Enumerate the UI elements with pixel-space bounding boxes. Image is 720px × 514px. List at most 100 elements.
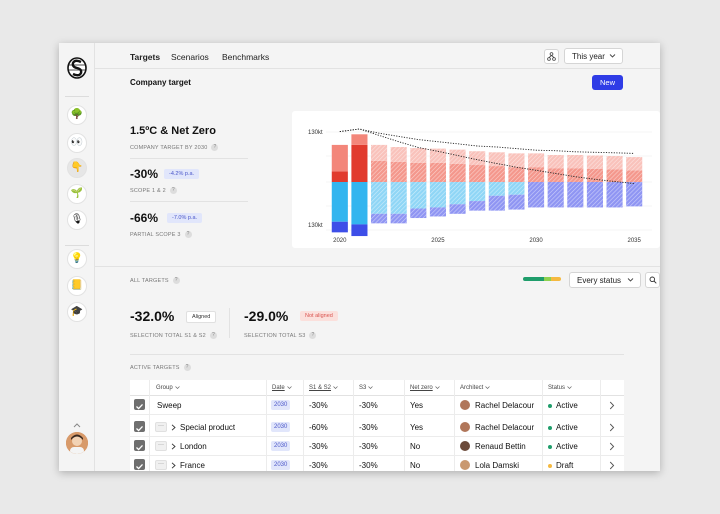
help-icon[interactable]: ? (169, 187, 177, 194)
main-content: Targets Scenarios Benchmarks This year C… (95, 43, 660, 471)
row-checkbox[interactable] (134, 440, 145, 451)
chevron-down-icon (174, 386, 180, 389)
sidebar-divider (65, 245, 89, 246)
microphone-icon[interactable]: 🎙 (67, 210, 87, 230)
table-row[interactable]: ··· London 2030 -30% -30% No Renaud Bettin Acti… (130, 437, 624, 456)
status-filter-select[interactable]: Every status (569, 272, 641, 288)
tab-benchmarks[interactable]: Benchmarks (222, 52, 270, 62)
notepad-icon[interactable]: 📒 (67, 276, 87, 296)
column-divider (149, 380, 150, 471)
chevron-right-icon[interactable] (609, 442, 615, 451)
row-menu-button[interactable]: ··· (155, 460, 167, 470)
tree-icon[interactable]: 🌳 (67, 105, 87, 125)
s12-cell: -30% (309, 401, 328, 410)
hand-icon[interactable]: 👇 (67, 158, 87, 178)
column-header-s12[interactable]: S1 & S2 (309, 385, 338, 391)
row-checkbox[interactable] (134, 399, 145, 410)
column-label: Architect (460, 385, 484, 391)
architect-avatar (460, 422, 470, 432)
column-divider (600, 380, 601, 471)
chart-bar-hatch (371, 213, 388, 224)
help-icon[interactable]: ? (184, 231, 192, 238)
s3-cell: -30% (359, 442, 378, 451)
check-icon (136, 463, 143, 470)
page-header: Company target New (95, 69, 660, 98)
status-cell: Draft (556, 461, 574, 470)
s12-cell: -30% (309, 461, 328, 470)
status-dot (548, 464, 552, 468)
column-divider (542, 380, 543, 471)
column-header-net-zero[interactable]: Net zero (410, 385, 440, 391)
s3-cell: -30% (359, 461, 378, 470)
search-button[interactable] (645, 272, 660, 288)
eyes-icon[interactable]: 👀 (67, 133, 87, 153)
label-text: ALL TARGETS (130, 277, 169, 284)
column-header-date[interactable]: Date (272, 385, 292, 391)
chevron-right-icon[interactable] (609, 461, 615, 470)
sidebar-divider (65, 96, 89, 97)
chart-bar-hatch (626, 182, 643, 207)
help-icon[interactable]: ? (309, 332, 317, 339)
top-navigation: Targets Scenarios Benchmarks This year (95, 43, 660, 69)
target-headline-caption: COMPANY TARGET BY 2030? (130, 144, 219, 151)
chevron-right-icon[interactable] (609, 423, 615, 432)
chart-bar-hatch (488, 195, 505, 211)
s3-cell: -30% (359, 423, 378, 432)
avatar[interactable] (66, 432, 88, 454)
selection-s12-value: -32.0% (130, 308, 175, 324)
table-row[interactable]: ··· Special product 2030 -60% -30% Yes Rachel … (130, 418, 624, 437)
group-name: France (180, 461, 205, 470)
chart-bar-hatch (586, 182, 603, 208)
chevron-right-icon[interactable] (609, 401, 615, 410)
group-name: Special product (180, 423, 236, 432)
status-dot (548, 445, 552, 449)
scope12-value: -30% (130, 167, 159, 181)
chart-bar-hatch (606, 182, 623, 208)
all-targets-label: ALL TARGETS? (130, 277, 180, 284)
chart-bar-hatch (567, 168, 584, 182)
tab-scenarios[interactable]: Scenarios (171, 52, 209, 62)
help-icon[interactable]: ? (172, 277, 180, 284)
chevron-right-icon[interactable] (171, 462, 176, 469)
date-badge: 2030 (271, 460, 291, 470)
row-menu-button[interactable]: ··· (155, 422, 167, 432)
column-header-s3[interactable]: S3 (359, 385, 374, 391)
column-header-group[interactable]: Group (156, 385, 180, 391)
lightbulb-icon[interactable]: 💡 (67, 249, 87, 269)
chart-bar-segment (351, 224, 368, 237)
seedling-icon[interactable]: 🌱 (67, 184, 87, 204)
chart-bar-hatch (410, 208, 427, 219)
chevron-up-icon[interactable] (72, 421, 82, 429)
company-logo[interactable] (67, 57, 87, 79)
architect-name: Renaud Bettin (475, 442, 526, 451)
row-checkbox[interactable] (134, 459, 145, 470)
period-select[interactable]: This year (564, 48, 623, 64)
new-button[interactable]: New (592, 75, 623, 90)
column-header-status[interactable]: Status (548, 385, 572, 391)
chevron-right-icon[interactable] (171, 443, 176, 450)
row-menu-button[interactable]: ··· (155, 441, 167, 451)
help-icon[interactable]: ? (183, 364, 191, 371)
row-checkbox[interactable] (134, 421, 145, 432)
progress-segment (543, 277, 552, 281)
graduation-cap-icon[interactable]: 🎓 (67, 302, 87, 322)
s12-cell: -60% (309, 423, 328, 432)
column-header-architect[interactable]: Architect (460, 385, 491, 391)
chart-bar-segment (351, 182, 368, 225)
chart-bar-hatch (410, 182, 427, 209)
hierarchy-button[interactable] (544, 49, 559, 64)
table-row[interactable]: Sweep 2030 -30% -30% Yes Rachel Delacour Activ… (130, 396, 624, 415)
chart-bar-segment (331, 144, 348, 172)
column-divider (266, 380, 267, 471)
chart-bar-hatch (567, 154, 584, 169)
selection-s12-caption: SELECTION TOTAL S1 & S2? (130, 332, 217, 339)
help-icon[interactable]: ? (209, 332, 217, 339)
chevron-down-icon (627, 278, 634, 282)
chart-bar-segment (351, 134, 368, 145)
tab-targets[interactable]: Targets (130, 52, 161, 62)
section-divider (95, 266, 660, 267)
chart-bar-hatch (469, 151, 486, 166)
table-row[interactable]: ··· France 2030 -30% -30% No Lola Damski Draft (130, 456, 624, 471)
chevron-right-icon[interactable] (171, 424, 176, 431)
help-icon[interactable]: ? (211, 144, 219, 151)
